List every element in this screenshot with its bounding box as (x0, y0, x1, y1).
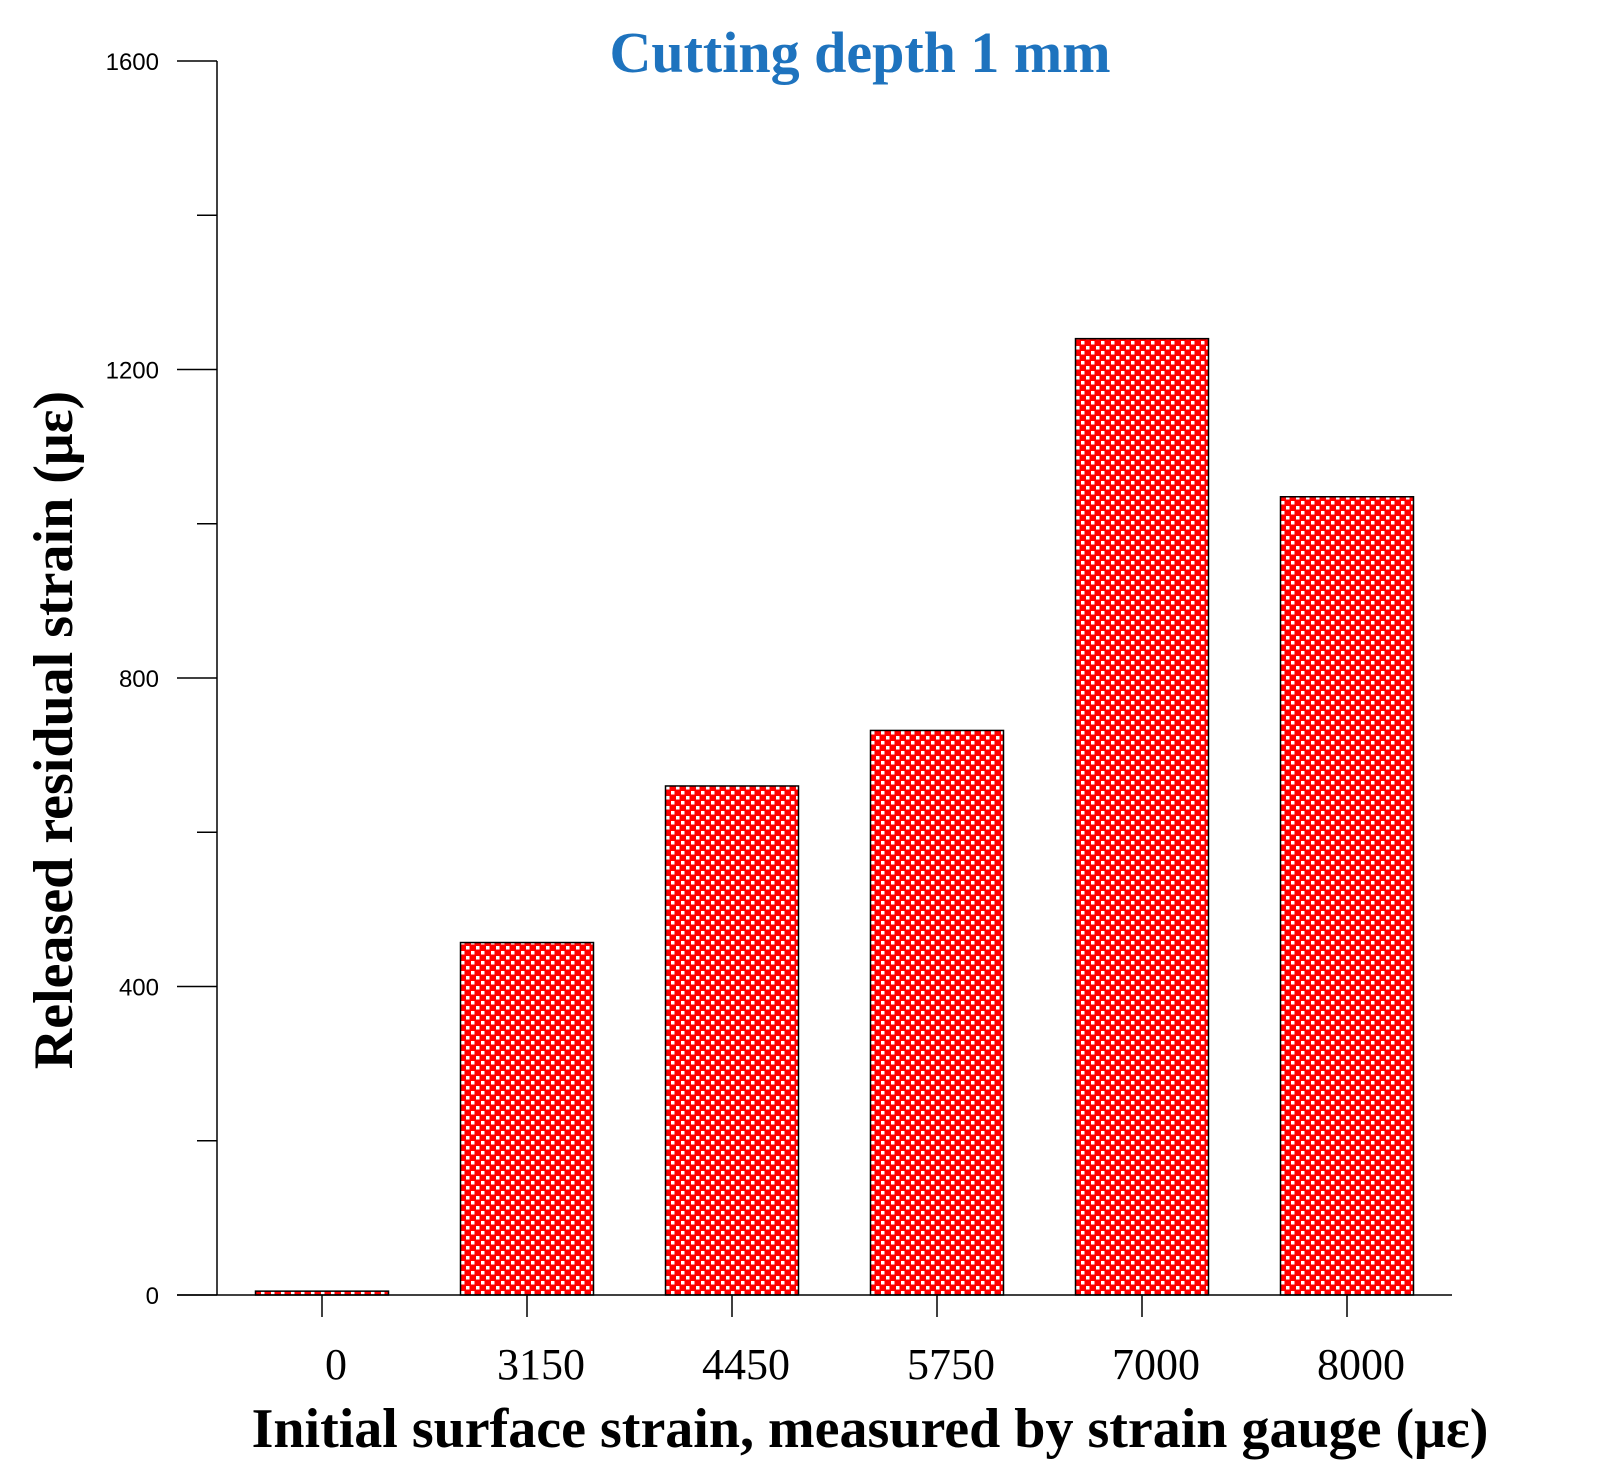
bar-8000 (1279, 496, 1415, 1296)
bars-group (254, 337, 1415, 1296)
y-tick-label: 1600 (106, 49, 159, 76)
y-axis-label: Released residual strain (με) (23, 391, 85, 1069)
y-tick-label: 1200 (106, 358, 159, 385)
x-tick-label-3150: 3150 (497, 1340, 585, 1389)
x-tick-label-8000: 8000 (1317, 1340, 1405, 1389)
x-ticks-group: 0 3150 4450 5750 7000 8000 (321, 1295, 1405, 1389)
bar-7000 (1074, 337, 1210, 1296)
y-tick-label: 400 (119, 975, 159, 1002)
bar-3150 (459, 941, 595, 1296)
chart-title: Cutting depth 1 mm (609, 20, 1110, 85)
x-tick-label-7000: 7000 (1112, 1340, 1200, 1389)
x-tick-label-4450: 4450 (702, 1340, 790, 1389)
y-tick-label: 800 (119, 666, 159, 693)
x-tick-label-5750: 5750 (907, 1340, 995, 1389)
x-tick-label-0: 0 (325, 1340, 347, 1389)
bar-4450 (664, 785, 800, 1296)
y-ticks-group: 0 400 800 1200 1600 (106, 49, 217, 1310)
x-axis-label: Initial surface strain, measured by stra… (252, 1398, 1489, 1460)
bar-5750 (869, 729, 1005, 1296)
axes-group (177, 61, 1452, 1296)
y-tick-label: 0 (146, 1283, 159, 1310)
